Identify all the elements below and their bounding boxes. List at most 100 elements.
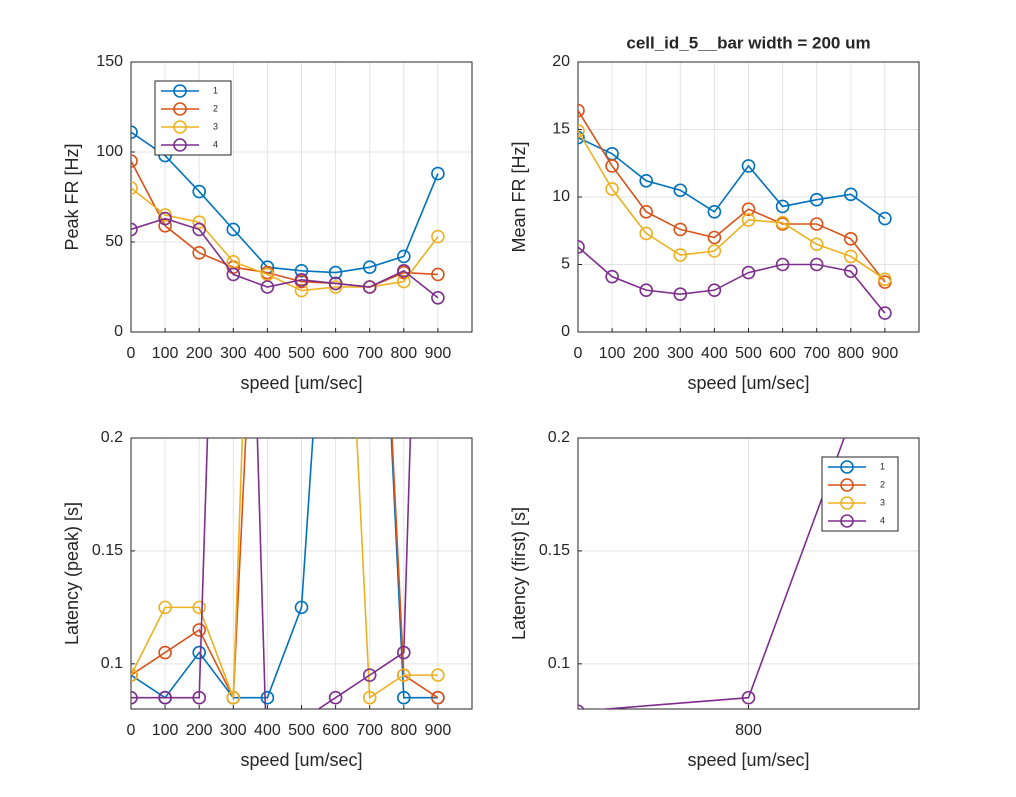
- x-tick-label: 700: [356, 722, 383, 739]
- plot: [131, 3, 445, 709]
- y-tick-label: 0.2: [548, 429, 570, 446]
- x-tick-label: 500: [288, 345, 315, 362]
- marker: [294, 283, 309, 298]
- x-tick-label: 800: [735, 722, 762, 739]
- marker: [192, 246, 206, 260]
- marker: [226, 690, 241, 705]
- marker: [578, 103, 585, 118]
- x-tick-label: 300: [220, 345, 247, 362]
- legend-marker: [173, 102, 187, 116]
- axes-box: [130, 437, 473, 710]
- marker: [158, 645, 172, 660]
- marker: [192, 690, 206, 705]
- y-tick-label: 0: [561, 323, 570, 340]
- marker: [878, 306, 892, 320]
- axes: 0 100 200 300 400 500 600 700 800 900 0 50 100 150 spe…: [62, 53, 473, 393]
- marker: [260, 690, 275, 705]
- marker: [158, 211, 172, 226]
- marker: [431, 690, 445, 705]
- y-tick-label: 0.2: [101, 429, 123, 446]
- x-axis-label: speed [um/sec]: [687, 373, 809, 393]
- marker: [328, 690, 343, 705]
- marker: [741, 159, 756, 173]
- series-line: [578, 110, 886, 283]
- marker: [673, 248, 688, 262]
- legend-marker: [173, 138, 187, 152]
- legend-marker: [840, 496, 854, 510]
- legend-marker: [840, 478, 854, 492]
- marker: [328, 265, 343, 280]
- marker: [431, 229, 445, 244]
- marker: [396, 645, 411, 660]
- y-tick-label: 50: [105, 233, 123, 250]
- x-tick-label: 200: [186, 345, 213, 362]
- marker: [809, 257, 824, 272]
- x-tick-label: 900: [872, 345, 899, 362]
- marker: [362, 260, 377, 275]
- marker: [741, 265, 756, 280]
- marker: [578, 124, 585, 138]
- x-tick-label: 800: [390, 722, 417, 739]
- marker: [431, 668, 445, 682]
- marker: [878, 211, 892, 226]
- marker: [396, 274, 411, 289]
- marker: [605, 182, 619, 196]
- marker: [878, 272, 892, 287]
- marker: [431, 166, 445, 181]
- plot: [131, 125, 445, 305]
- x-axis-label: speed [um/sec]: [687, 750, 809, 770]
- series-line: [131, 438, 438, 699]
- marker: [396, 690, 411, 705]
- marker: [192, 600, 206, 615]
- y-tick-label: 150: [96, 53, 123, 70]
- marker: [294, 272, 309, 287]
- series-line: [131, 438, 412, 709]
- marker: [158, 690, 172, 705]
- x-tick-label: 0: [127, 722, 136, 739]
- marker: [396, 668, 411, 682]
- marker: [775, 257, 790, 272]
- y-tick-label: 0.1: [101, 655, 123, 672]
- marker: [673, 287, 688, 302]
- marker: [843, 249, 858, 264]
- marker: [809, 237, 824, 252]
- marker: [362, 668, 377, 682]
- x-tick-label: 0: [127, 345, 136, 362]
- marker: [158, 208, 172, 222]
- x-axis-label: speed [um/sec]: [240, 750, 362, 770]
- marker: [775, 199, 790, 214]
- x-tick-label: 100: [152, 345, 179, 362]
- marker: [131, 181, 138, 195]
- series-line: [131, 187, 439, 292]
- x-tick-label: 400: [701, 345, 728, 362]
- marker: [809, 192, 824, 207]
- marker: [131, 154, 138, 168]
- marker: [578, 240, 585, 254]
- marker: [131, 690, 138, 705]
- legend-box: [154, 80, 232, 156]
- x-tick-label: 800: [390, 345, 417, 362]
- chart-title: cell_id_5__bar width = 200 um: [626, 33, 870, 52]
- legend: 1 2 3 4: [821, 456, 899, 532]
- x-tick-label: 600: [322, 722, 349, 739]
- legend-label: 4: [880, 515, 885, 525]
- axes: 800 0.1 0.15 0.2 speed [um/sec] Latency (firs…: [509, 429, 920, 770]
- legend-marker: [840, 460, 854, 474]
- y-tick-label: 20: [552, 53, 570, 70]
- marker: [673, 183, 688, 198]
- series-line: [596, 438, 845, 709]
- marker: [741, 213, 756, 227]
- series-line: [578, 130, 886, 281]
- x-tick-label: 500: [288, 722, 315, 739]
- series-line: [131, 438, 439, 701]
- legend-label: 2: [213, 103, 218, 113]
- series-line: [131, 217, 439, 299]
- y-tick-label: 0.1: [548, 655, 570, 672]
- marker: [131, 125, 138, 139]
- marker: [226, 222, 241, 237]
- legend-label: 3: [213, 121, 218, 131]
- legend-marker: [840, 514, 854, 528]
- axes: 0 100 200 300 400 500 600 700 800 900 0 5 10 15 20 cell…: [509, 33, 920, 393]
- marker: [192, 215, 206, 229]
- marker: [330, 3, 342, 15]
